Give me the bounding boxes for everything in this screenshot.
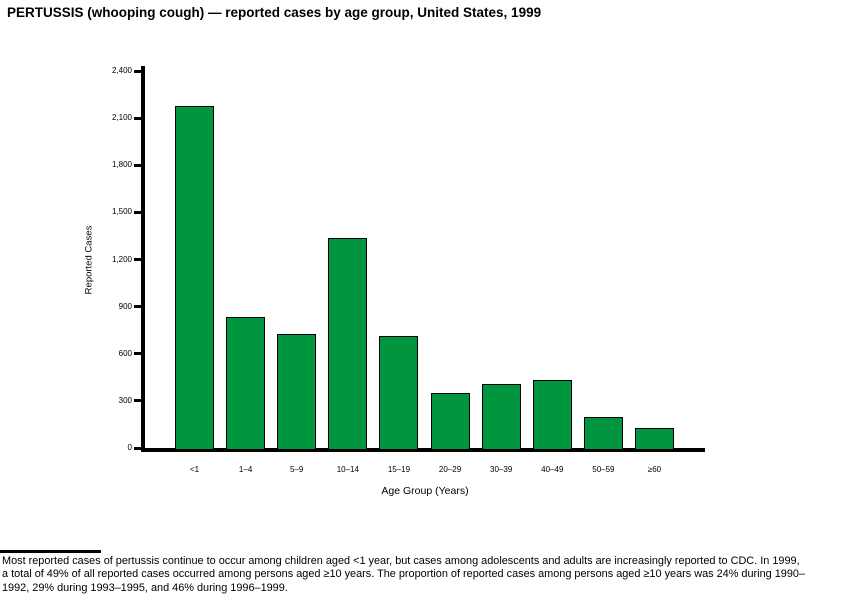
x-tick-label: ≥60 xyxy=(647,465,662,474)
y-tick-label: 1,800 xyxy=(111,160,132,170)
x-tick-label: 40–49 xyxy=(541,465,564,474)
footnote-line: Most reported cases of pertussis continu… xyxy=(2,555,800,567)
y-tick-label: 1,500 xyxy=(111,207,132,217)
y-axis-line xyxy=(141,66,145,452)
x-tick-label: 15–19 xyxy=(387,465,411,474)
chart-title: PERTUSSIS (whooping cough) — reported ca… xyxy=(7,5,542,20)
bar xyxy=(532,379,572,450)
x-axis-label: Age Group (Years) xyxy=(381,485,469,497)
x-tick-label: 30–39 xyxy=(490,465,513,474)
footnote-rule xyxy=(0,550,101,554)
y-tick-mark xyxy=(134,446,142,450)
x-tick-label: 20–29 xyxy=(438,465,462,474)
bar xyxy=(277,334,317,450)
x-tick-label: 10–14 xyxy=(336,465,359,474)
y-tick-label: 600 xyxy=(118,348,132,358)
y-tick-label: 2,100 xyxy=(111,113,132,123)
y-axis-label: Reported Cases xyxy=(83,225,95,295)
y-tick-mark xyxy=(134,305,142,309)
bar xyxy=(226,316,266,450)
footnote: Most reported cases of pertussis continu… xyxy=(2,555,858,595)
footnote-line: a total of 49% of all reported cases occ… xyxy=(2,568,806,581)
y-tick-mark xyxy=(134,163,142,167)
x-tick-label: <1 xyxy=(189,465,200,474)
y-tick-mark xyxy=(134,210,142,214)
bar xyxy=(481,384,521,450)
bar xyxy=(634,428,674,450)
x-axis-line xyxy=(141,448,705,452)
x-tick-label: 50–59 xyxy=(592,465,615,474)
x-tick-label: 5–9 xyxy=(290,465,304,474)
bar xyxy=(379,335,419,450)
footnote-line: 1992, 29% during 1993–1995, and 46% duri… xyxy=(2,581,288,594)
bar xyxy=(583,417,623,450)
y-tick-label: 900 xyxy=(118,301,132,311)
y-tick-mark xyxy=(134,399,142,403)
y-tick-label: 2,400 xyxy=(111,66,132,75)
y-tick-mark xyxy=(134,258,142,261)
y-tick-mark xyxy=(134,116,142,120)
bar xyxy=(175,106,214,450)
x-tick-label: 1–4 xyxy=(238,465,253,474)
y-tick-label: 300 xyxy=(118,395,132,405)
bar xyxy=(430,393,470,450)
y-tick-label: 1,200 xyxy=(111,254,132,264)
y-tick-mark xyxy=(134,352,142,356)
bar xyxy=(328,237,368,450)
y-tick-mark xyxy=(134,69,142,73)
y-tick-label: 0 xyxy=(127,443,132,452)
